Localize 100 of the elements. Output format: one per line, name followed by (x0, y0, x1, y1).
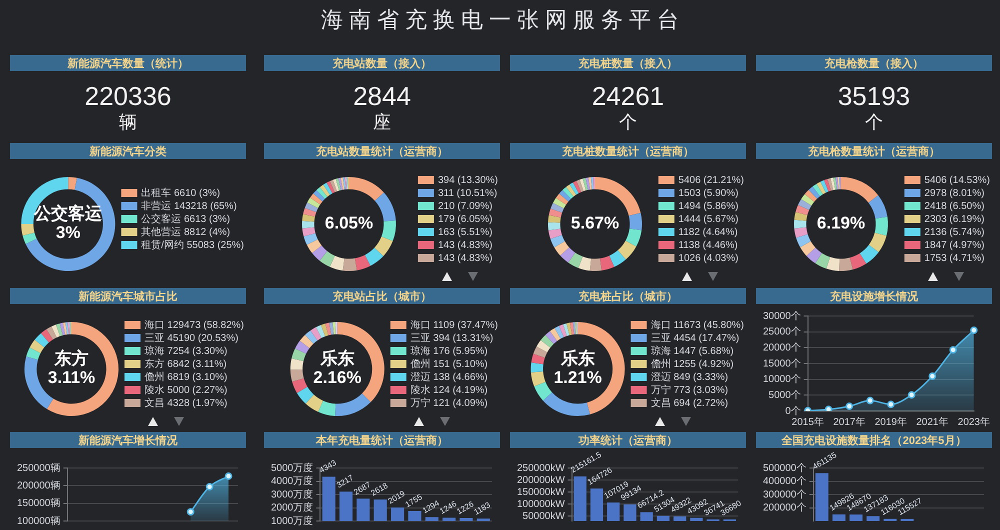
y-tick-label: 4000万度 (270, 475, 314, 487)
legend-label: 儋州 1255 (4.92%) (650, 358, 734, 370)
legend-label: 儋州 6819 (3.10%) (144, 370, 228, 383)
chart-title: 充电桩占比（城市） (578, 291, 678, 303)
y-tick-label: 0个 (785, 404, 801, 417)
legend-label: 1494 (5.86%) (678, 200, 738, 212)
text: 35193 (838, 81, 910, 111)
legend-label: 163 (5.51%) (438, 226, 492, 238)
y-tick-label: 20000个 (762, 341, 801, 354)
text: 东方 (54, 349, 88, 368)
legend-label: 万宁 773 (3.03%) (650, 384, 728, 396)
legend-label: 东方 6842 (3.11%) (144, 358, 227, 370)
y-tick-label: 150000kW (516, 486, 566, 498)
legend-label: 143 (4.83%) (438, 240, 492, 251)
legend-label: 5406 (14.53%) (924, 174, 990, 186)
text: 2844 (353, 81, 411, 111)
chart-title: 新能源汽车分类 (90, 146, 166, 158)
legend-label: 海口 1109 (37.47%) (410, 318, 498, 331)
legend-label: 海口 11673 (45.80%) (650, 318, 744, 331)
y-tick-label: 30000个 (762, 310, 801, 322)
chart-title: 功率统计（运营商） (578, 435, 678, 447)
y-tick-label: 2000万度 (270, 502, 314, 514)
legend-label: 三亚 394 (13.31%) (410, 332, 494, 344)
y-tick-label: 150000辆 (16, 497, 60, 510)
text: 24261 (592, 81, 664, 111)
legend-label: 2978 (8.01%) (924, 188, 984, 199)
legend-label: 其他营运 8812 (4%) (141, 226, 230, 238)
text: 1.21% (554, 368, 602, 388)
legend-label: 1444 (5.67%) (678, 214, 738, 225)
chart-title: 充电枪数量统计（运营商） (808, 146, 940, 158)
legend-label: 5406 (21.21%) (678, 174, 744, 186)
legend-label: 万宁 121 (4.09%) (410, 396, 488, 409)
chart-title: 本年充电量统计（运营商） (316, 435, 448, 447)
text: 座 (373, 111, 391, 133)
text: 公交客运 (33, 204, 102, 224)
x-tick-label: 2019年 (874, 416, 907, 428)
legend-label: 2136 (5.74%) (924, 226, 984, 238)
legend-label: 非营运 143218 (65%) (141, 200, 237, 212)
y-tick-label: 200000个 (762, 502, 806, 514)
y-tick-label: 15000个 (762, 357, 801, 370)
y-tick-label: 3000万度 (270, 488, 314, 500)
text: 个 (865, 111, 883, 133)
text: 充电桩数量（接入） (578, 58, 678, 70)
legend-label: 210 (7.09%) (438, 200, 492, 212)
legend-label: 出租车 6610 (3%) (141, 186, 220, 199)
text: 海南省充换电一张网服务平台 (320, 7, 685, 32)
y-tick-label: 200000辆 (16, 479, 60, 492)
legend-label: 1138 (4.46%) (678, 240, 738, 251)
y-tick-label: 300000个 (762, 488, 806, 500)
legend-label: 394 (13.30%) (438, 174, 498, 186)
legend-label: 三亚 4454 (17.47%) (650, 332, 740, 344)
x-tick-label: 2021年 (916, 416, 948, 428)
y-tick-label: 25000个 (762, 326, 801, 338)
text: 220336 (84, 81, 172, 111)
y-tick-label: 250000kW (516, 462, 566, 474)
legend-label: 儋州 151 (5.10%) (410, 358, 488, 370)
legend-label: 公交客运 6613 (3%) (141, 212, 230, 225)
chart-title: 充电站数量统计（运营商） (316, 146, 448, 158)
text: 充电枪数量（接入） (824, 58, 924, 70)
legend-label: 澄迈 849 (3.33%) (650, 370, 728, 383)
chart-title: 充电桩数量统计（运营商） (562, 146, 694, 158)
y-tick-label: 50000kW (522, 510, 566, 522)
legend-label: 琼海 1447 (5.68%) (650, 344, 734, 357)
text: 乐东 (560, 349, 595, 368)
legend-label: 三亚 45190 (20.53%) (144, 332, 238, 344)
legend-label: 陵水 124 (4.19%) (410, 384, 488, 396)
y-tick-label: 400000个 (762, 475, 806, 487)
text: 乐东 (319, 349, 354, 368)
text: 新能源汽车数量（统计） (68, 58, 188, 70)
x-tick-label: 2023年 (958, 416, 990, 428)
legend-label: 1503 (5.90%) (678, 188, 738, 199)
y-tick-label: 100000kW (516, 498, 566, 510)
y-tick-label: 1000万度 (270, 514, 314, 527)
data-label: 4343 (318, 458, 338, 475)
legend-label: 海口 129473 (58.82%) (144, 318, 244, 331)
legend-label: 陵水 5000 (2.27%) (144, 384, 228, 396)
legend-label: 143 (4.83%) (438, 252, 492, 264)
chart-title: 全国充电设施数量排名（2023年5月） (782, 435, 966, 447)
legend-label: 澄迈 138 (4.66%) (410, 370, 488, 383)
text: 3.11% (48, 368, 96, 388)
y-tick-label: 10000个 (762, 373, 801, 386)
legend-label: 2303 (6.19%) (924, 214, 984, 225)
text: 6.05% (324, 214, 374, 233)
legend-label: 租赁/网约 55083 (25%) (141, 238, 244, 251)
y-tick-label: 500000个 (762, 462, 806, 474)
chart-title: 充电站占比（城市） (332, 291, 432, 303)
y-tick-label: 5000个 (768, 388, 801, 401)
text: 2.16% (313, 368, 362, 388)
text: 充电站数量（接入） (332, 58, 432, 70)
y-tick-label: 250000辆 (16, 462, 60, 474)
x-tick-label: 2015年 (792, 416, 824, 428)
legend-label: 2418 (6.50%) (924, 200, 984, 212)
text: 5.67% (570, 214, 620, 233)
x-tick-label: 2017年 (833, 416, 866, 428)
y-tick-label: 100000辆 (16, 514, 60, 527)
y-tick-label: 200000kW (516, 474, 566, 486)
legend-label: 1182 (4.64%) (678, 226, 738, 238)
text: 辆 (119, 111, 137, 133)
legend-label: 311 (10.51%) (438, 188, 498, 199)
chart-title: 新能源汽车城市占比 (78, 291, 178, 303)
